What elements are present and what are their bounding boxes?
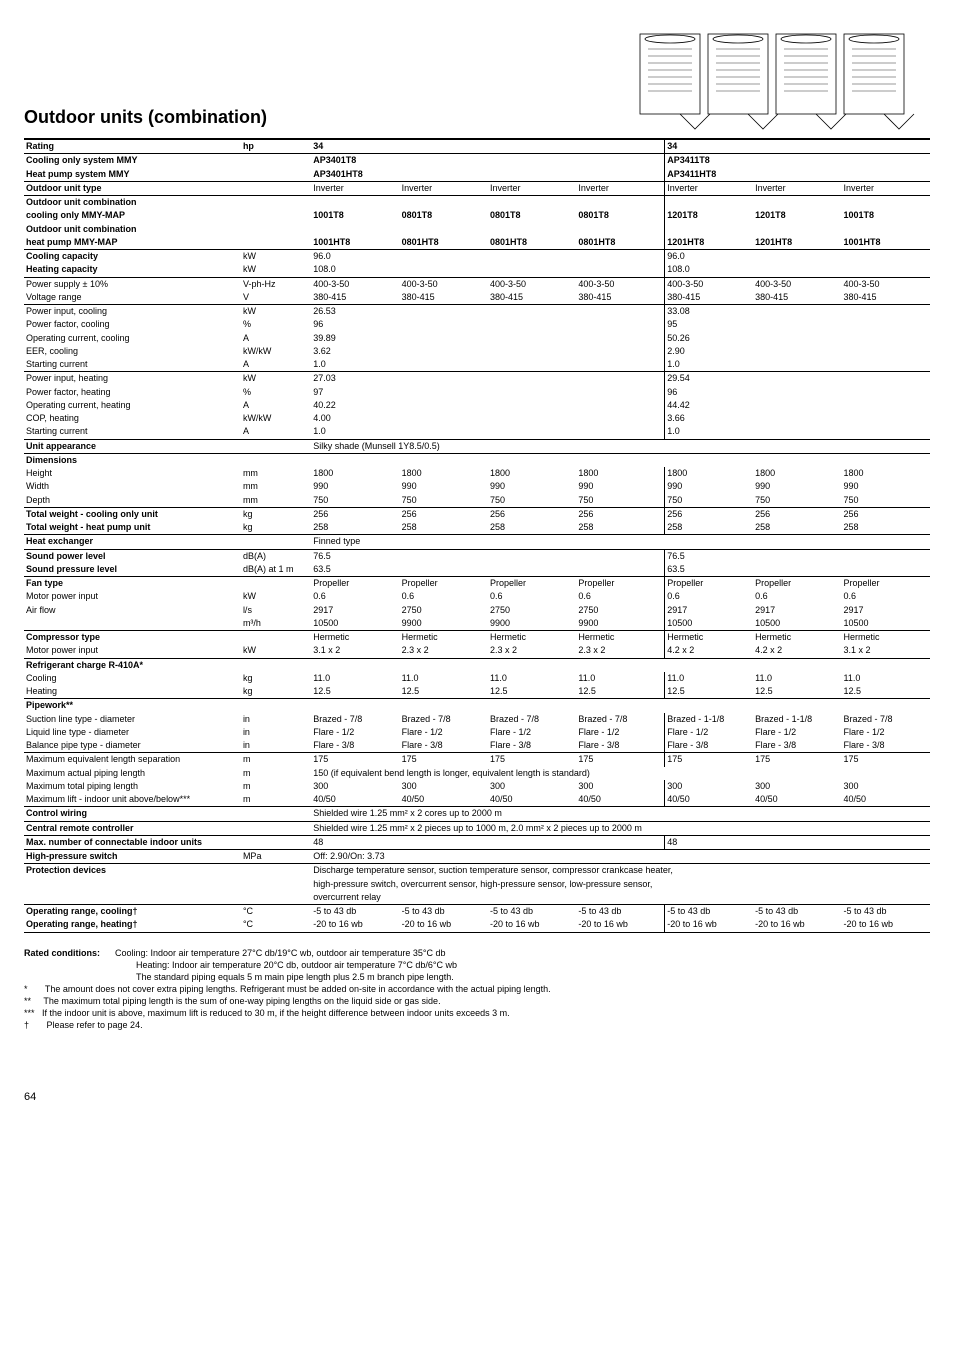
- page-title: Outdoor units (combination): [24, 107, 267, 128]
- header-row: Outdoor units (combination): [24, 24, 930, 134]
- spec-table: Ratinghp3434 Cooling only system MMYAP34…: [24, 138, 930, 933]
- page-number: 64: [24, 1091, 930, 1103]
- footnotes: Rated conditions: Cooling: Indoor air te…: [24, 947, 930, 1032]
- rating-label: Rating: [24, 139, 241, 154]
- unit-diagram: [630, 24, 930, 134]
